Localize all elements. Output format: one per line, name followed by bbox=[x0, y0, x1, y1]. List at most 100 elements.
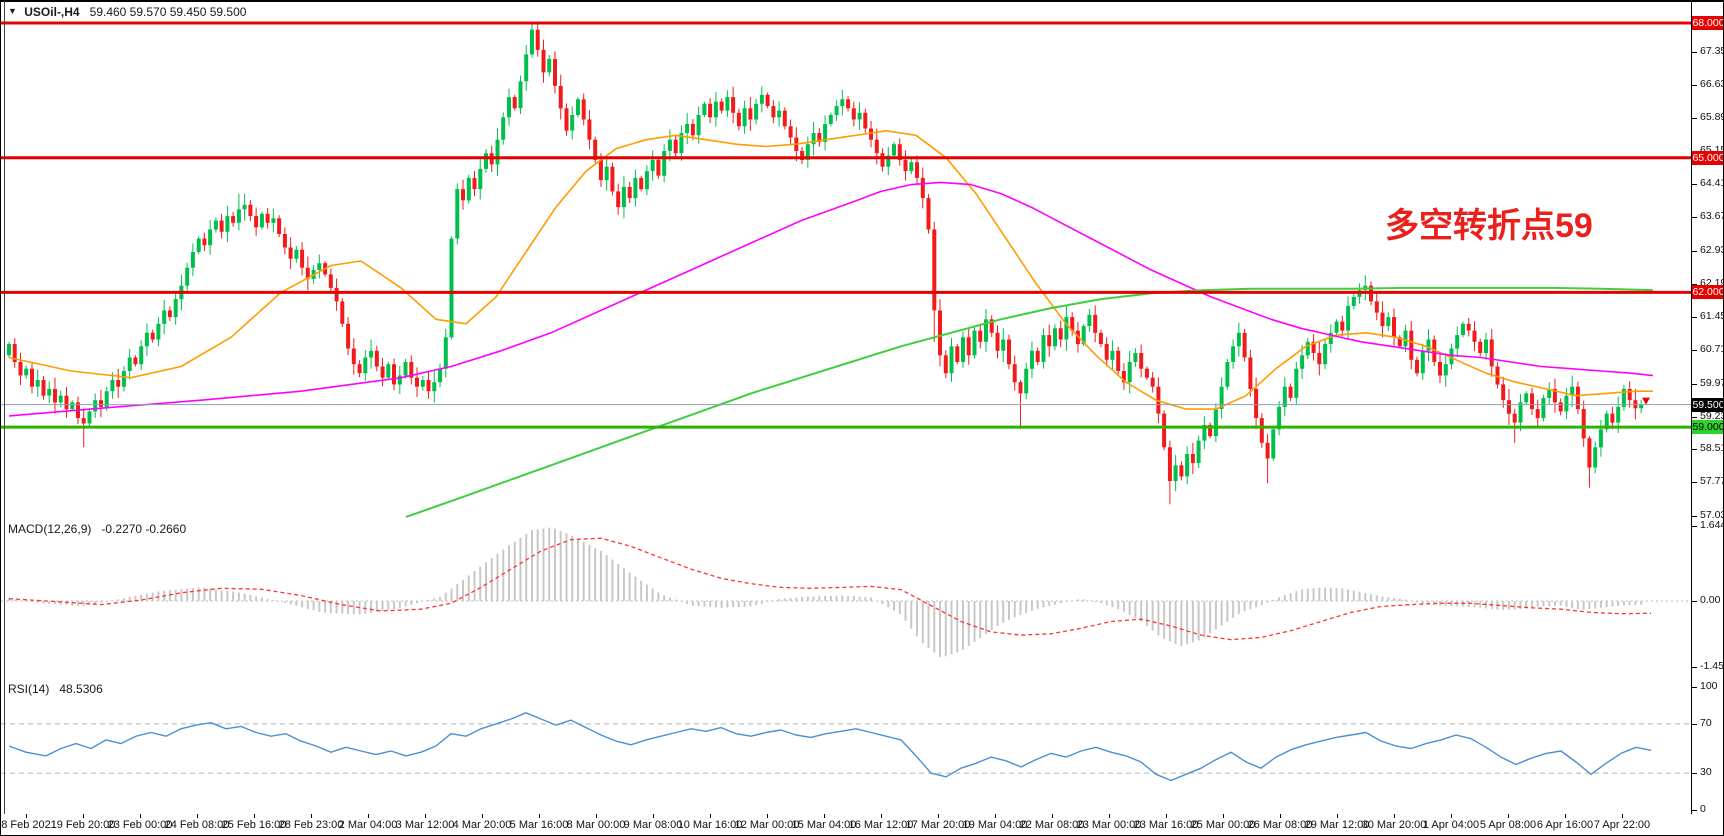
price-tick-label: 59.230 bbox=[1700, 410, 1723, 422]
time-tick bbox=[254, 814, 255, 818]
rsi-tick-label: 100 bbox=[1700, 680, 1718, 692]
price-badge-68.000: 68.000 bbox=[1692, 16, 1724, 30]
time-tick-label: 25 Feb 16:00 bbox=[221, 819, 287, 831]
separator-rsi-dates-bottom bbox=[1, 1, 1723, 2]
price-tick-label: 59.970 bbox=[1700, 377, 1723, 389]
time-tick bbox=[482, 814, 483, 818]
price-tick-label: 60.710 bbox=[1700, 343, 1723, 355]
time-tick-label: 19 Mar 04:00 bbox=[962, 819, 1028, 831]
time-tick bbox=[1565, 814, 1566, 818]
price-badge-59.500: 59.500 bbox=[1692, 398, 1724, 412]
axis-tick bbox=[1691, 118, 1697, 119]
axis-tick bbox=[1691, 384, 1697, 385]
axis-tick bbox=[1691, 85, 1697, 86]
symbol-name: USOil-,H4 bbox=[24, 5, 80, 19]
axis-tick bbox=[1691, 526, 1697, 527]
rsi-line bbox=[8, 712, 1652, 782]
time-tick bbox=[368, 814, 369, 818]
time-tick bbox=[767, 814, 768, 818]
chevron-down-icon[interactable]: ▼ bbox=[8, 6, 17, 16]
time-tick-label: 5 Apr 08:00 bbox=[1479, 819, 1537, 831]
time-tick-label: 12 Mar 00:00 bbox=[734, 819, 800, 831]
ohlc-readout: 59.460 59.570 59.450 59.500 bbox=[89, 5, 247, 19]
axis-tick bbox=[1691, 601, 1697, 602]
macd-tick-label: 1.6446 bbox=[1700, 519, 1723, 531]
time-tick-label: 26 Mar 08:00 bbox=[1247, 819, 1313, 831]
rsi-panel-canvas[interactable] bbox=[1, 678, 1724, 814]
time-tick-label: 2 Mar 04:00 bbox=[338, 819, 398, 831]
chart-annotation-text: 多空转折点59 bbox=[1385, 207, 1593, 245]
time-tick-label: 8 Mar 00:00 bbox=[566, 819, 626, 831]
time-tick-label: 10 Mar 16:00 bbox=[677, 819, 743, 831]
time-tick-label: 23 Feb 00:00 bbox=[107, 819, 173, 831]
axis-tick bbox=[1691, 251, 1697, 252]
axis-tick bbox=[1691, 184, 1697, 185]
axis-tick bbox=[1691, 284, 1697, 285]
time-tick bbox=[1622, 814, 1623, 818]
time-tick bbox=[1280, 814, 1281, 818]
last-price-arrow-icon bbox=[1642, 397, 1650, 405]
macd-tick-label: -1.4594 bbox=[1700, 660, 1724, 672]
time-tick bbox=[83, 814, 84, 818]
axis-tick bbox=[1691, 667, 1697, 668]
time-tick bbox=[824, 814, 825, 818]
ma-mid-magenta bbox=[8, 181, 1654, 417]
time-tick-label: 9 Mar 08:00 bbox=[623, 819, 683, 831]
axis-tick bbox=[1691, 317, 1697, 318]
axis-tick bbox=[1691, 516, 1697, 517]
time-tick bbox=[653, 814, 654, 818]
price-badge-62.000: 62.000 bbox=[1692, 285, 1724, 299]
time-tick-label: 7 Apr 22:00 bbox=[1593, 819, 1651, 831]
time-tick bbox=[1394, 814, 1395, 818]
axis-tick bbox=[1691, 724, 1697, 725]
time-tick-label: 23 Mar 00:00 bbox=[1076, 819, 1142, 831]
time-tick bbox=[1109, 814, 1110, 818]
time-tick bbox=[539, 814, 540, 818]
price-tick-label: 67.350 bbox=[1700, 45, 1723, 57]
time-tick-label: 23 Mar 16:00 bbox=[1133, 819, 1199, 831]
time-tick-label: 29 Mar 12:00 bbox=[1304, 819, 1370, 831]
price-tick-label: 61.450 bbox=[1700, 310, 1723, 322]
axis-tick bbox=[1691, 773, 1697, 774]
axis-tick bbox=[1691, 482, 1697, 483]
time-tick bbox=[1052, 814, 1053, 818]
macd-values: -0.2270 -0.2660 bbox=[101, 522, 187, 536]
price-badge-59.000: 59.000 bbox=[1692, 420, 1724, 434]
time-tick bbox=[1337, 814, 1338, 818]
price-axis-border bbox=[1691, 1, 1692, 814]
time-tick-label: 19 Feb 20:00 bbox=[50, 819, 116, 831]
axis-tick bbox=[1691, 350, 1697, 351]
time-tick bbox=[995, 814, 996, 818]
macd-tick-label: 0.00 bbox=[1700, 594, 1721, 606]
price-tick-label: 57.770 bbox=[1700, 475, 1723, 487]
axis-tick bbox=[1691, 449, 1697, 450]
time-tick bbox=[1508, 814, 1509, 818]
rsi-tick-label: 30 bbox=[1700, 766, 1712, 778]
time-tick-label: 5 Mar 16:00 bbox=[509, 819, 569, 831]
time-tick-label: 18 Feb 2021 bbox=[0, 819, 57, 831]
macd-panel-canvas[interactable] bbox=[1, 518, 1724, 678]
time-tick-label: 22 Mar 08:00 bbox=[1019, 819, 1085, 831]
axis-tick bbox=[1691, 810, 1697, 811]
time-tick bbox=[881, 814, 882, 818]
price-tick-label: 63.670 bbox=[1700, 210, 1723, 222]
time-tick-label: 25 Mar 00:00 bbox=[1190, 819, 1256, 831]
time-tick bbox=[596, 814, 597, 818]
time-tick bbox=[425, 814, 426, 818]
ma-fast-orange bbox=[8, 130, 1653, 410]
price-tick-label: 57.030 bbox=[1700, 509, 1723, 521]
time-tick bbox=[197, 814, 198, 818]
time-tick-label: 6 Apr 16:00 bbox=[1536, 819, 1594, 831]
price-chart-canvas[interactable] bbox=[1, 1, 1724, 518]
time-tick-label: 15 Mar 04:00 bbox=[791, 819, 857, 831]
time-tick bbox=[26, 814, 27, 818]
axis-tick bbox=[1691, 52, 1697, 53]
rsi-value: 48.5306 bbox=[59, 682, 103, 696]
symbol-info-bar[interactable]: ▼ USOil-,H4 59.460 59.570 59.450 59.500 bbox=[8, 5, 246, 19]
rsi-indicator-label: RSI(14) 48.5306 bbox=[8, 682, 103, 696]
rsi-tick-label: 0 bbox=[1700, 803, 1706, 815]
left-inner-border bbox=[4, 1, 5, 814]
time-tick bbox=[1223, 814, 1224, 818]
axis-tick bbox=[1691, 217, 1697, 218]
ma-slow-green bbox=[405, 286, 1654, 518]
